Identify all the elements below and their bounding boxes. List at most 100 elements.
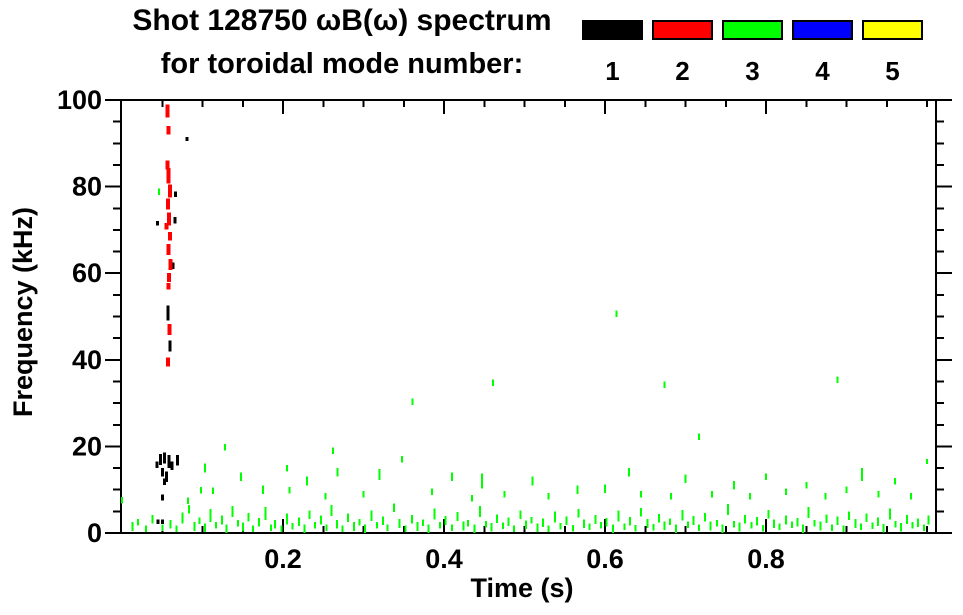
plot-frame [120, 99, 937, 534]
x-tick-label: 0.2 [264, 544, 302, 574]
data-point-n3 [158, 188, 161, 196]
y-tick-label: 20 [72, 431, 102, 461]
data-point-n3 [261, 485, 264, 495]
data-point-n3 [325, 524, 328, 532]
y-tick-label: 0 [87, 518, 102, 548]
data-point-n3 [364, 524, 367, 533]
data-point-n3 [686, 521, 689, 529]
data-point-n3 [860, 468, 863, 482]
data-point-n2 [166, 282, 171, 290]
data-point-n3 [241, 522, 244, 532]
data-point-n3 [542, 518, 545, 527]
data-point-n3 [893, 477, 896, 485]
data-point-n3 [882, 523, 885, 533]
data-point-n3 [519, 510, 522, 520]
data-point-n3 [571, 524, 574, 532]
data-point-n3 [617, 510, 620, 522]
data-point-n3 [181, 512, 184, 524]
data-point-n2 [165, 160, 170, 170]
x-tick-label: 0.4 [425, 544, 463, 574]
data-point-n2 [167, 184, 172, 198]
data-point-n1 [159, 453, 163, 465]
data-point-n3 [145, 525, 148, 532]
data-point-n3 [547, 525, 550, 532]
legend-swatch-n3 [722, 20, 783, 40]
data-point-n3 [336, 468, 339, 477]
data-point-n1 [170, 461, 174, 471]
data-point-n1 [173, 217, 177, 224]
data-point-n3 [796, 517, 799, 527]
data-point-n3 [847, 511, 850, 521]
data-point-n3 [324, 492, 327, 500]
data-point-n1 [163, 452, 167, 464]
data-point-n3 [352, 522, 355, 531]
data-point-n3 [767, 510, 770, 519]
data-point-n3 [756, 516, 759, 526]
data-point-n3 [240, 472, 243, 482]
data-point-n3 [807, 507, 810, 519]
data-point-n3 [306, 476, 309, 486]
data-point-n3 [273, 520, 276, 529]
data-point-n3 [314, 521, 317, 529]
data-point-n3 [604, 484, 606, 494]
data-point-n3 [605, 517, 608, 527]
data-point-n3 [291, 522, 294, 530]
data-point-n2 [167, 324, 172, 335]
data-point-n3 [224, 444, 227, 451]
data-point-n3 [698, 524, 701, 532]
data-point-n3 [721, 524, 724, 533]
data-point-n3 [628, 468, 631, 477]
data-point-n1 [175, 454, 179, 466]
data-point-n3 [220, 515, 223, 525]
data-point-n3 [711, 490, 714, 498]
legend-swatch-n4 [792, 20, 853, 40]
data-point-n3 [492, 379, 495, 386]
data-point-n3 [836, 516, 839, 526]
data-point-n3 [732, 521, 735, 528]
data-point-n3 [471, 495, 474, 502]
data-point-n3 [444, 516, 447, 525]
data-point-n3 [692, 516, 695, 525]
data-point-n3 [416, 522, 419, 531]
data-point-n1 [160, 494, 164, 501]
x-tick-label: 0.6 [586, 544, 624, 574]
data-point-n2 [165, 198, 170, 210]
data-point-n3 [612, 524, 615, 533]
y-tick-label: 100 [57, 85, 102, 115]
data-point-n3 [257, 517, 260, 527]
data-point-n3 [854, 519, 857, 528]
data-point-n3 [663, 521, 666, 530]
data-point-n2 [166, 357, 171, 367]
data-point-n3 [479, 505, 482, 517]
data-point-n3 [871, 522, 874, 529]
data-point-n3 [308, 510, 311, 520]
data-point-n3 [286, 513, 289, 525]
data-point-n3 [378, 469, 381, 480]
data-point-n3 [456, 512, 459, 521]
data-point-n3 [888, 508, 891, 520]
data-point-n1 [162, 478, 166, 486]
data-point-n3 [657, 513, 660, 523]
data-point-n3 [193, 522, 196, 531]
data-point-n3 [503, 490, 506, 498]
data-point-n3 [531, 476, 534, 486]
data-point-n3 [303, 524, 306, 533]
data-point-n2 [166, 168, 171, 184]
legend-swatch-n1 [582, 20, 643, 40]
mode-number-legend: 1 2 3 4 5 [0, 0, 963, 90]
data-point-n3 [393, 503, 396, 513]
data-point-n3 [576, 485, 579, 495]
data-point-n3 [215, 521, 218, 529]
data-point-n3 [121, 496, 123, 504]
data-point-n3 [790, 521, 793, 529]
data-point-n2 [166, 125, 171, 135]
data-point-n3 [805, 482, 808, 489]
data-point-n1 [155, 461, 159, 468]
data-point-n3 [615, 310, 618, 318]
data-point-n3 [427, 524, 430, 533]
data-point-n3 [905, 515, 908, 524]
data-point-n3 [583, 519, 586, 529]
data-point-n3 [411, 398, 414, 406]
data-point-n3 [554, 511, 557, 523]
data-point-n3 [319, 515, 322, 525]
